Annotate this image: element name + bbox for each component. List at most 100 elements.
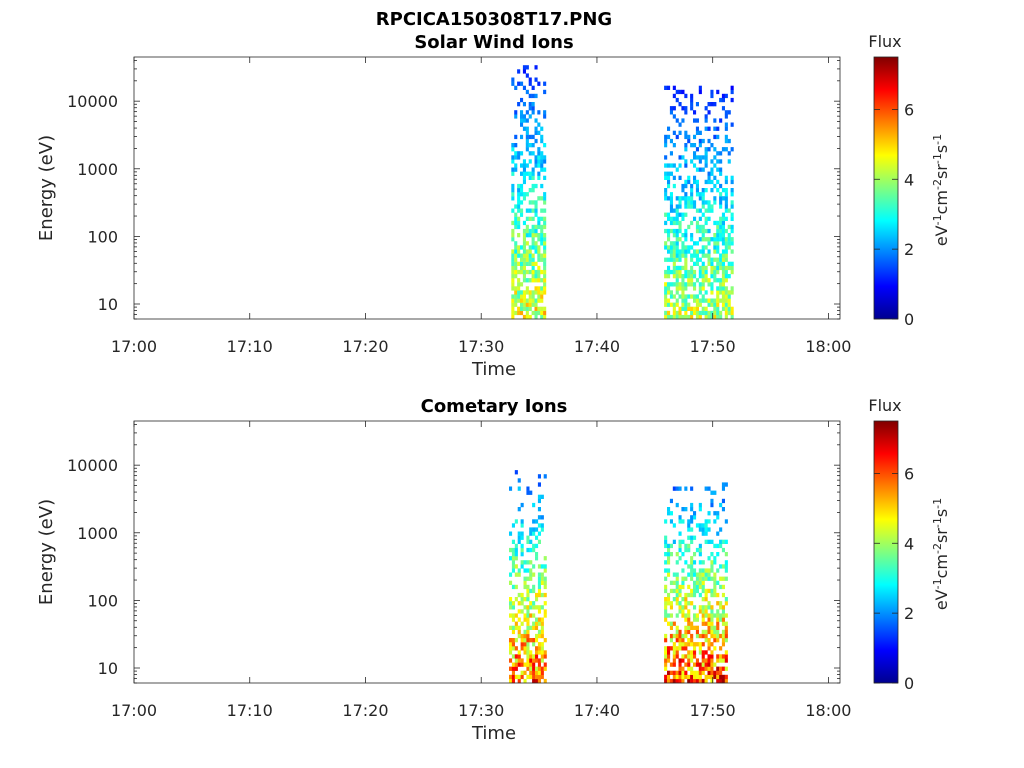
spectrogram-cell <box>707 110 711 115</box>
spectrogram-cell <box>514 151 518 156</box>
spectrogram-cell <box>537 580 541 585</box>
spectrogram-cell <box>710 167 714 172</box>
spectrogram-cell <box>710 625 714 630</box>
spectrogram-cell <box>687 601 691 606</box>
spectrogram-cell <box>532 654 536 659</box>
spectrogram-cell <box>713 519 717 524</box>
spectrogram-cell <box>522 228 526 234</box>
x-tick-label: 17:50 <box>690 701 736 720</box>
spectrogram-cell <box>535 535 539 540</box>
spectrogram-cell <box>701 298 705 303</box>
spectrogram-cell <box>664 584 668 590</box>
spectrogram-cell <box>517 507 521 512</box>
spectrogram-cell <box>669 290 673 295</box>
spectrogram-cell <box>543 568 547 573</box>
spectrogram-cell <box>730 237 734 242</box>
spectrogram-cell <box>704 228 708 234</box>
spectrogram-cell <box>690 515 694 520</box>
spectrogram-cell <box>701 658 705 663</box>
spectrogram-cell <box>537 151 541 156</box>
spectrogram-cell <box>695 294 699 299</box>
spectrogram-cell <box>716 294 720 299</box>
spectrogram-cell <box>724 552 728 557</box>
spectrogram-cell <box>701 678 705 684</box>
spectrogram-cell <box>707 572 711 577</box>
spectrogram-cell <box>701 572 705 577</box>
spectrogram-cell <box>681 613 685 618</box>
spectrogram-cell <box>704 314 708 320</box>
spectrogram-cell <box>704 678 708 684</box>
spectrogram-cell <box>520 282 524 287</box>
spectrogram-cell <box>664 143 668 148</box>
spectrogram-cell <box>727 208 731 213</box>
spectrogram-cell <box>514 212 518 217</box>
spectrogram-cell <box>701 245 705 250</box>
spectrogram-cell <box>721 609 725 614</box>
spectrogram-cell <box>540 494 544 499</box>
spectrogram-cell <box>535 638 539 643</box>
spectrogram-cell <box>716 179 720 185</box>
spectrogram-cell <box>678 556 682 561</box>
spectrogram-cell <box>719 527 723 532</box>
spectrogram-cell <box>667 196 671 201</box>
spectrogram-cell <box>520 674 524 680</box>
spectrogram-cell <box>535 519 539 524</box>
spectrogram-cell <box>710 642 714 647</box>
spectrogram-cell <box>514 224 518 230</box>
spectrogram-cell <box>540 650 544 655</box>
spectrogram-cell <box>520 134 524 140</box>
spectrogram-cell <box>669 580 673 585</box>
x-tick-label: 17:00 <box>111 337 157 356</box>
spectrogram-cell <box>713 633 717 639</box>
spectrogram-cell <box>522 102 526 107</box>
spectrogram-cell <box>707 147 711 152</box>
spectrogram-cell <box>721 629 725 635</box>
spectrogram-cell <box>664 212 668 217</box>
spectrogram-cell <box>690 564 694 569</box>
spectrogram-cell <box>687 175 691 180</box>
spectrogram-cell <box>534 200 538 205</box>
spectrogram-cell <box>531 265 535 271</box>
spectrogram-cell <box>514 134 518 140</box>
spectrogram-cell <box>716 233 720 238</box>
spectrogram-cell <box>716 654 720 659</box>
spectrogram-cell <box>690 294 694 299</box>
spectrogram-cell <box>526 633 530 639</box>
spectrogram-cell <box>678 486 682 491</box>
spectrogram-cell <box>721 237 725 242</box>
spectrogram-cell <box>693 560 697 565</box>
spectrogram-cell <box>698 633 702 639</box>
spectrogram-cell <box>514 216 518 221</box>
spectrogram-cell <box>681 245 685 250</box>
spectrogram-cell <box>713 175 717 180</box>
spectrogram-cell <box>664 188 668 193</box>
spectrogram-cell <box>529 490 533 495</box>
spectrogram-cell <box>678 638 682 643</box>
spectrogram-cell <box>687 179 691 185</box>
spectrogram-cell <box>716 298 720 303</box>
spectrogram-cell <box>520 212 524 217</box>
spectrogram-cell <box>710 613 714 618</box>
spectrogram-cell <box>687 196 691 201</box>
spectrogram-cell <box>730 179 734 185</box>
spectrogram-cell <box>687 564 691 569</box>
spectrogram-cell <box>675 216 679 221</box>
spectrogram-cell <box>710 560 714 565</box>
spectrogram-cell <box>681 118 685 123</box>
x-tick-label: 17:40 <box>574 337 620 356</box>
spectrogram-cell <box>517 294 521 299</box>
spectrogram-cell <box>528 306 532 311</box>
spectrogram-cell <box>710 490 714 495</box>
spectrogram-cell <box>667 237 671 242</box>
spectrogram-cell <box>716 515 720 520</box>
spectrogram-cell <box>684 576 688 581</box>
spectrogram-cell <box>531 290 535 295</box>
spectrogram-cell <box>537 257 541 262</box>
spectrogram-cell <box>707 261 711 266</box>
spectrogram-cell <box>669 208 673 213</box>
spectrogram-cell <box>698 155 702 160</box>
spectrogram-cell <box>534 286 538 291</box>
spectrogram-cell <box>528 294 532 299</box>
spectrogram-cell <box>678 274 682 279</box>
spectrogram-cell <box>525 118 529 123</box>
